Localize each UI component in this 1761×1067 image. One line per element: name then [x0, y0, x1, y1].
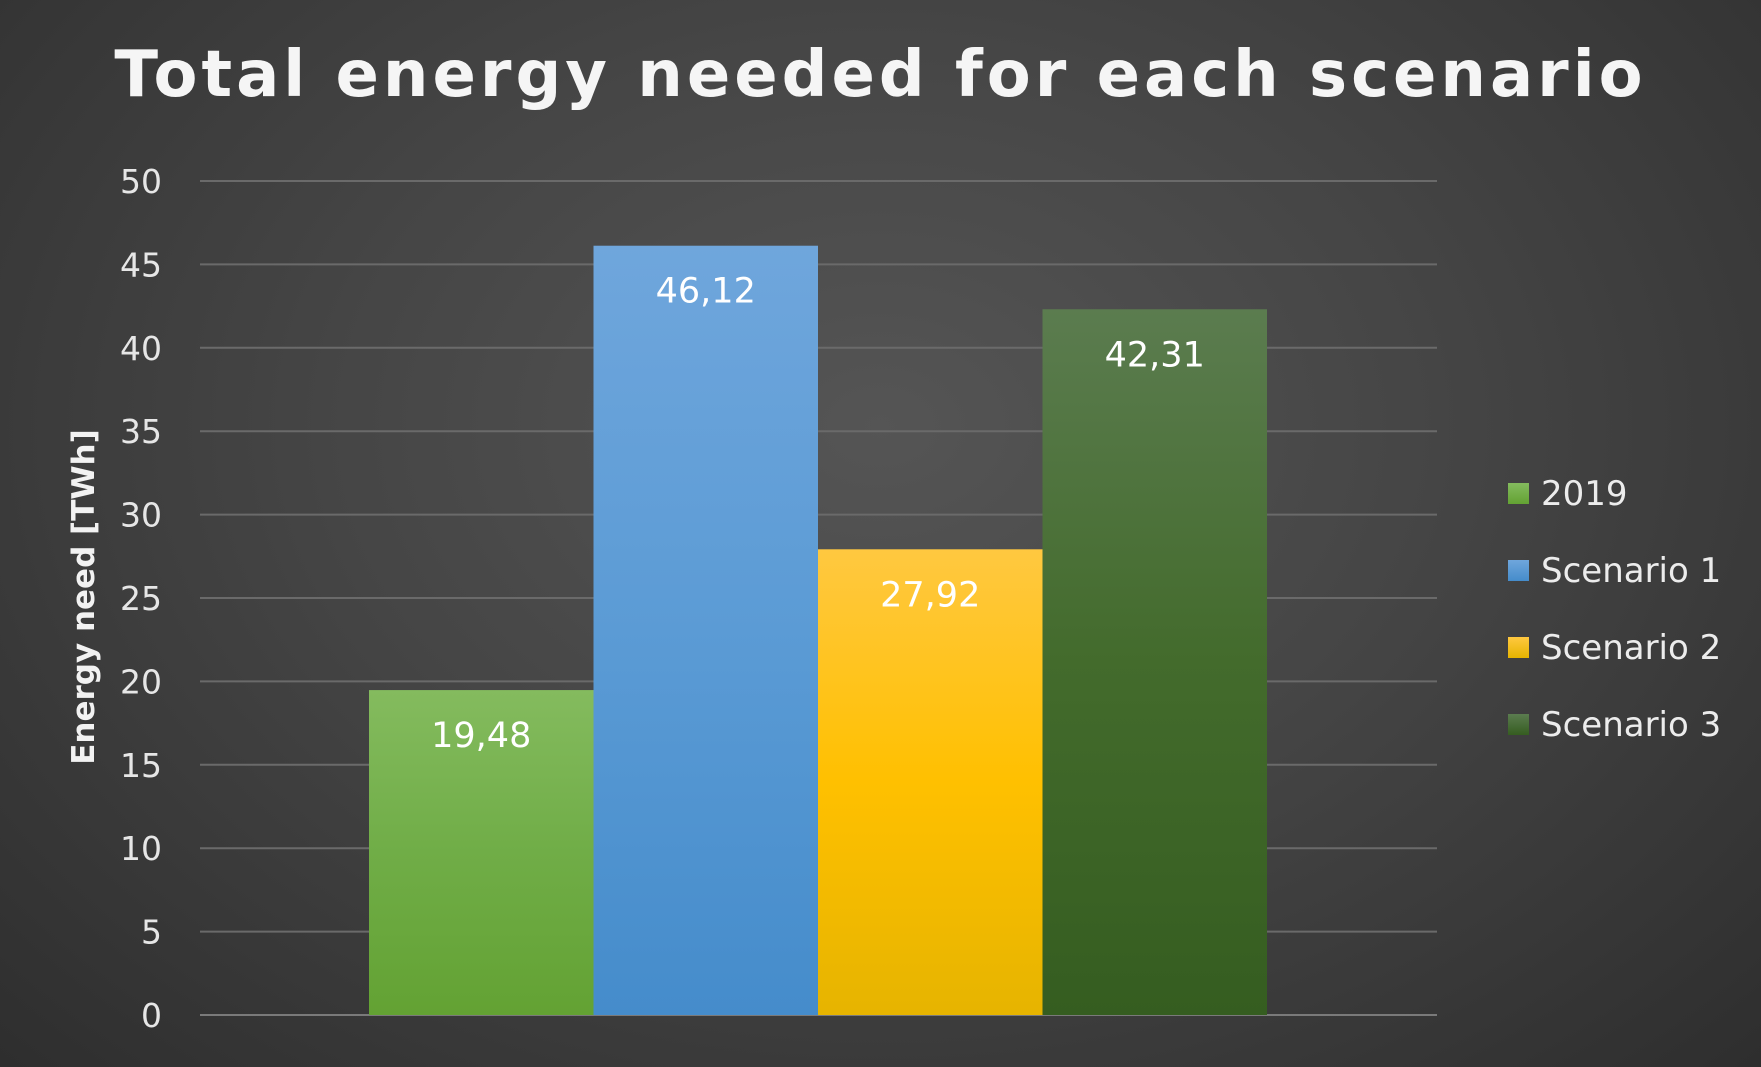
legend: 2019 Scenario 1 Scenario 2 Scenario 3 [1508, 455, 1721, 763]
bar-scenario-3 [1042, 309, 1267, 1016]
y-tick-label: 35 [120, 412, 162, 451]
y-tick-label: 20 [120, 662, 162, 701]
legend-label: Scenario 2 [1541, 627, 1722, 668]
bar-scenario-1 [593, 245, 818, 1016]
data-label: 27,92 [880, 575, 980, 615]
legend-item: 2019 [1508, 455, 1721, 532]
y-axis-ticks: 0 5 10 15 20 25 30 35 40 45 50 [120, 162, 162, 1035]
legend-swatch [1508, 714, 1529, 735]
y-tick-label: 50 [120, 162, 162, 201]
y-tick-label: 15 [120, 746, 162, 785]
legend-item: Scenario 2 [1508, 609, 1721, 686]
chart-title: Total energy needed for each scenario [114, 38, 1647, 112]
bars [369, 245, 1267, 1016]
legend-swatch [1508, 483, 1529, 504]
y-tick-label: 30 [120, 496, 162, 535]
y-tick-label: 25 [120, 579, 162, 618]
bar-scenario-2 [818, 549, 1043, 1015]
legend-label: Scenario 1 [1541, 550, 1722, 591]
legend-item: Scenario 1 [1508, 532, 1721, 609]
y-tick-label: 10 [120, 829, 162, 868]
data-label: 19,48 [431, 716, 531, 756]
y-tick-label: 45 [120, 245, 162, 284]
bar-2019 [369, 690, 594, 1015]
legend-swatch [1508, 637, 1529, 658]
data-label: 46,12 [656, 272, 756, 312]
y-tick-label: 5 [141, 913, 162, 952]
y-tick-label: 40 [120, 329, 162, 368]
data-labels: 19,48 46,12 27,92 42,31 [431, 272, 1205, 756]
y-tick-label: 0 [141, 996, 162, 1035]
legend-swatch [1508, 560, 1529, 581]
data-label: 42,31 [1105, 335, 1205, 375]
legend-label: Scenario 3 [1541, 704, 1722, 745]
legend-label: 2019 [1541, 473, 1628, 514]
legend-item: Scenario 3 [1508, 686, 1721, 763]
